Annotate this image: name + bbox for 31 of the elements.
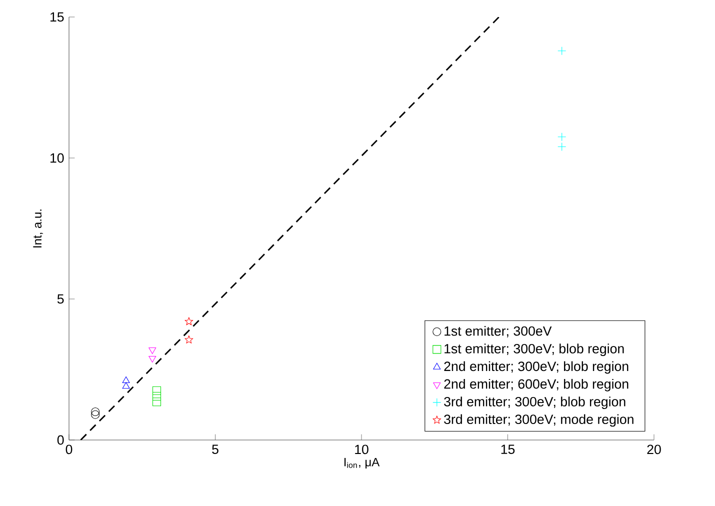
point <box>148 356 156 362</box>
legend-label: 1st emitter; 300eV; blob region <box>444 344 624 356</box>
point <box>122 382 130 389</box>
point <box>558 132 566 142</box>
x-tick-label: 20 <box>647 444 661 454</box>
point <box>558 46 566 56</box>
point <box>184 336 193 344</box>
point <box>152 398 162 406</box>
point <box>122 376 130 384</box>
legend-label: 3rd emitter; 300eV; blob region <box>444 396 626 410</box>
y-axis-title: Int, a.u. <box>33 210 43 248</box>
x-tick-label: 0 <box>66 444 72 454</box>
point <box>148 347 156 354</box>
x-tick-label: 5 <box>212 444 218 454</box>
y-tick-label: 0 <box>57 435 64 445</box>
point <box>152 386 162 395</box>
x-axis-title: I$_{ion}$, μA <box>344 458 380 469</box>
point <box>91 410 100 419</box>
point <box>91 408 100 416</box>
legend-label: 2nd emitter; 300eV; blob region <box>444 361 628 374</box>
y-tick-label: 5 <box>57 294 64 304</box>
point <box>184 317 193 326</box>
y-tick-label: 15 <box>50 12 64 22</box>
x-tick-label: 10 <box>355 444 368 454</box>
point <box>558 142 566 151</box>
legend-label: 3rd emitter; 300eV; mode region <box>444 414 634 427</box>
point <box>152 392 162 401</box>
legend-label: 1st emitter; 300eV <box>444 326 552 338</box>
x-tick-label: 15 <box>501 444 515 454</box>
y-tick-label: 10 <box>50 153 64 163</box>
legend-label: 2nd emitter; 600eV; blob region <box>444 378 628 392</box>
